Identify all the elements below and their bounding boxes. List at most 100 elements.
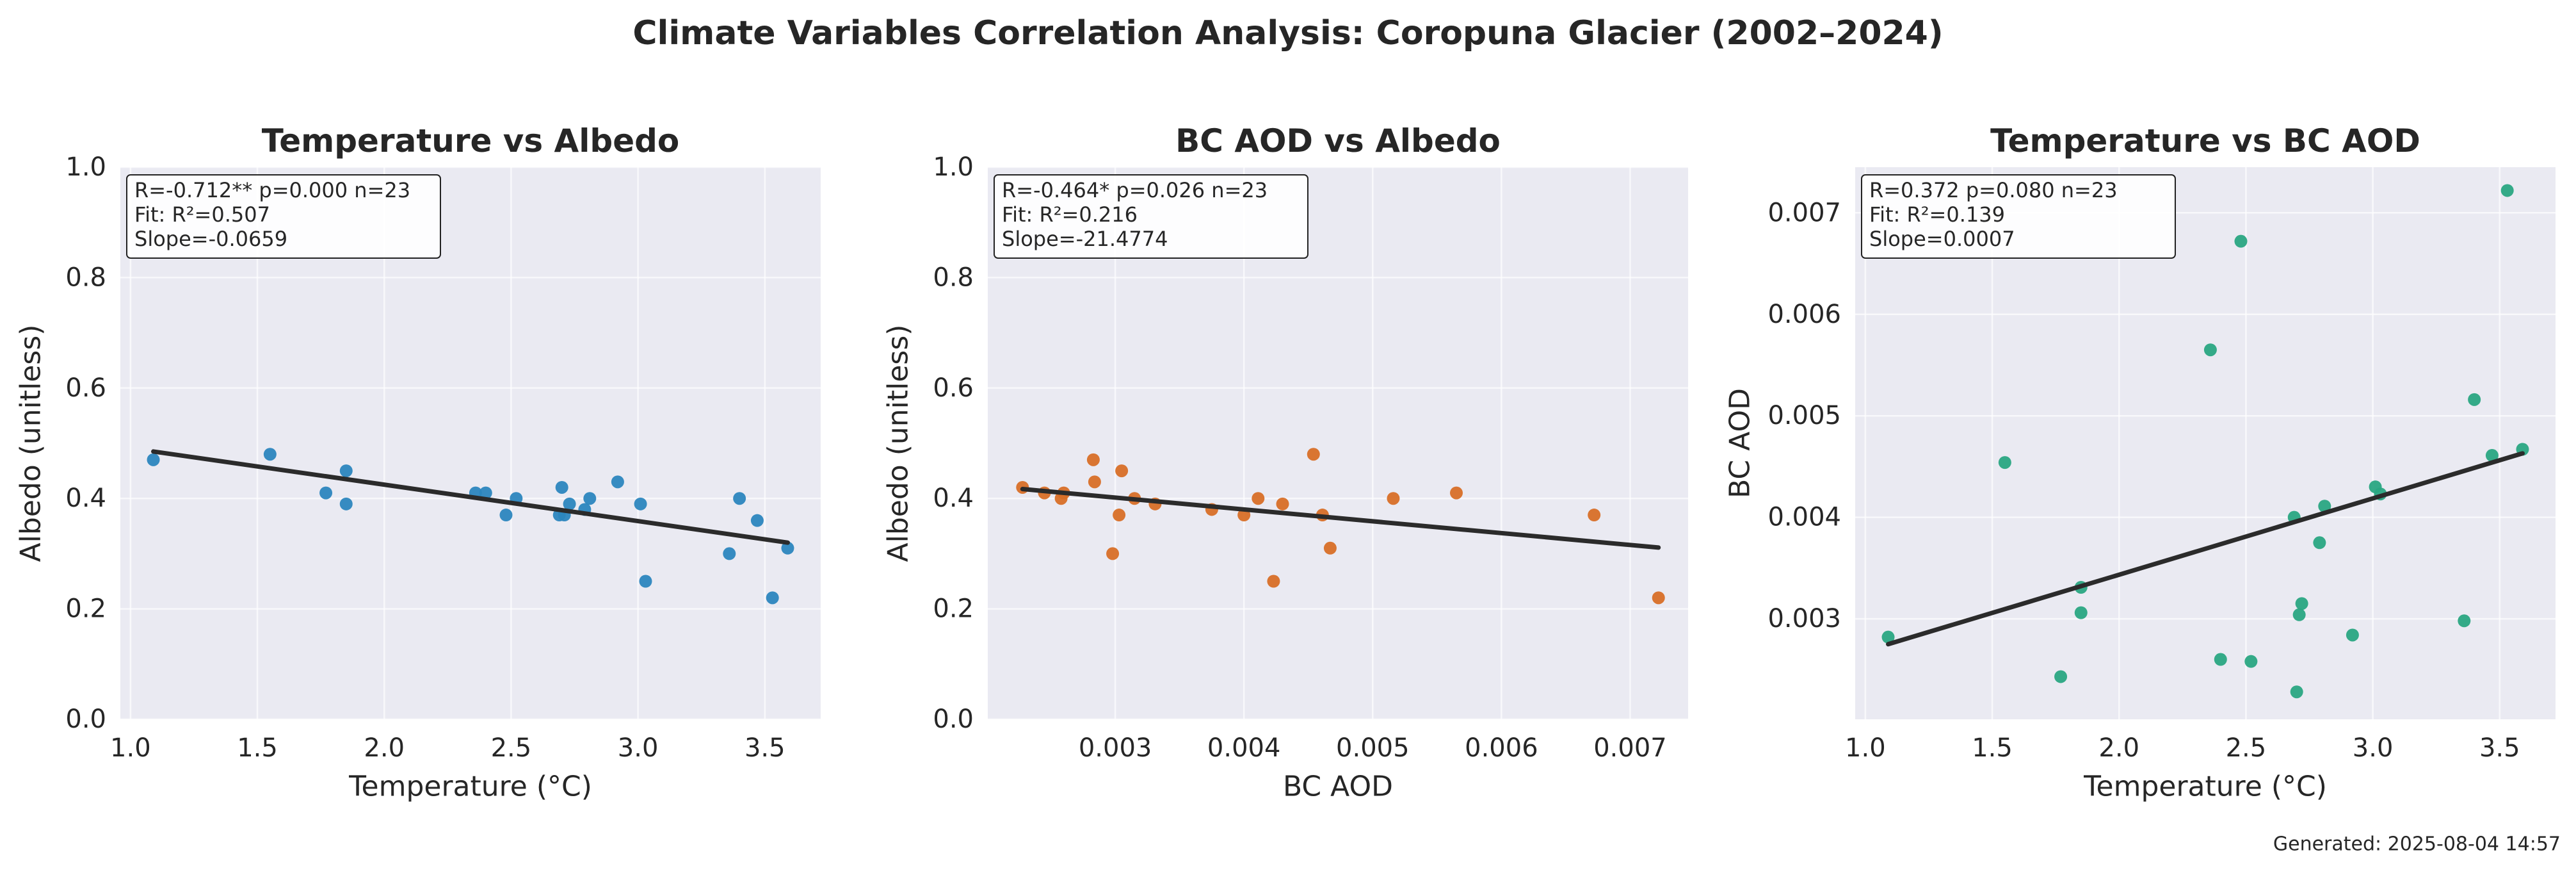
y-tick-label: 1.0 <box>65 152 106 182</box>
panel-bc-aod-vs-albedo: 0.003 0.004 0.005 0.006 0.007 0.0 0.2 0.4 0.6 0.8… <box>882 122 1688 803</box>
x-tick-label: 3.0 <box>618 733 659 763</box>
x-axis-label: BC AOD <box>1283 771 1393 803</box>
panel-temperature-vs-bc-aod: 1.0 1.5 2.0 2.5 3.0 3.5 0.003 0.004 0.005 0.006 0.… <box>1724 122 2556 803</box>
data-point <box>766 591 779 605</box>
x-tick-label: 3.0 <box>2353 733 2394 763</box>
data-point <box>1113 509 1126 522</box>
x-tick-label: 1.5 <box>1972 733 2013 763</box>
stats-text: Fit: R²=0.139 <box>1869 202 2005 227</box>
data-point <box>1267 575 1280 588</box>
data-point <box>2468 393 2481 406</box>
generated-timestamp: Generated: 2025-08-04 14:57 <box>2273 833 2561 856</box>
x-tick-label: 2.0 <box>2098 733 2139 763</box>
data-point <box>2074 606 2088 619</box>
y-axis-label: Albedo (unitless) <box>882 325 915 562</box>
y-axis-label: BC AOD <box>1724 388 1757 498</box>
stats-text: Slope=-0.0659 <box>134 227 287 251</box>
y-tick-label: 0.4 <box>65 484 106 513</box>
data-point <box>1115 464 1129 478</box>
data-point <box>479 486 492 500</box>
plot-area <box>988 167 1688 719</box>
x-tick-label: 2.5 <box>2226 733 2267 763</box>
data-point <box>750 514 764 527</box>
data-point <box>319 486 333 500</box>
x-tick-label: 0.007 <box>1593 733 1667 763</box>
data-point <box>2318 500 2331 513</box>
x-tick-label: 1.5 <box>237 733 278 763</box>
data-point <box>2313 536 2326 550</box>
y-axis-label: Albedo (unitless) <box>15 325 47 562</box>
data-point <box>2295 597 2308 610</box>
data-point <box>1323 541 1337 555</box>
y-tick-label: 0.006 <box>1767 300 1841 329</box>
y-tick-label: 0.003 <box>1767 604 1841 633</box>
data-point <box>2244 655 2258 668</box>
data-point <box>2214 653 2227 666</box>
stats-text: Slope=0.0007 <box>1869 227 2015 251</box>
stats-text: R=0.372 p=0.080 n=23 <box>1869 178 2118 202</box>
x-axis-label: Temperature (°C) <box>2083 771 2327 803</box>
stats-box <box>994 174 1308 259</box>
data-point <box>339 497 353 510</box>
stats-text: R=-0.712** p=0.000 n=23 <box>134 178 410 202</box>
data-point <box>2346 628 2359 642</box>
data-point <box>1307 448 1320 461</box>
data-point <box>634 497 647 510</box>
stats-box <box>1861 174 2176 259</box>
x-axis-label: Temperature (°C) <box>348 771 592 803</box>
y-tick-label: 0.005 <box>1767 401 1841 430</box>
data-point <box>1588 509 1601 522</box>
data-point <box>2458 614 2471 628</box>
data-point <box>563 497 576 510</box>
x-tick-label: 2.0 <box>364 733 405 763</box>
y-tick-label: 0.8 <box>65 263 106 292</box>
figure-title: Climate Variables Correlation Analysis: … <box>632 14 1943 53</box>
x-tick-label: 0.005 <box>1336 733 1410 763</box>
data-point <box>1387 492 1400 505</box>
data-point <box>499 509 513 522</box>
x-tick-label: 2.5 <box>491 733 532 763</box>
y-tick-label: 0.0 <box>933 705 974 734</box>
stats-text: R=-0.464* p=0.026 n=23 <box>1002 178 1268 202</box>
y-tick-label: 0.0 <box>65 705 106 734</box>
data-point <box>1998 456 2011 469</box>
panel-title: Temperature vs Albedo <box>262 122 680 159</box>
panel-temperature-vs-albedo: 1.0 1.5 2.0 2.5 3.0 3.5 0.0 0.2 0.4 0.6 0.8 1.0 Temp… <box>15 122 821 803</box>
data-point <box>1881 630 1895 644</box>
stats-text: Fit: R²=0.507 <box>134 202 270 227</box>
x-tick-label: 1.0 <box>1845 733 1886 763</box>
y-tick-label: 0.6 <box>933 373 974 403</box>
data-point <box>263 448 277 461</box>
x-tick-label: 0.004 <box>1207 733 1281 763</box>
x-tick-label: 0.003 <box>1079 733 1152 763</box>
data-point <box>1106 547 1120 560</box>
data-point <box>583 492 597 505</box>
data-point <box>2292 608 2306 621</box>
y-tick-label: 0.004 <box>1767 503 1841 532</box>
stats-box <box>126 174 441 259</box>
data-point <box>2054 670 2068 683</box>
data-point <box>1450 486 1463 500</box>
data-point <box>611 475 624 489</box>
data-point <box>723 547 736 560</box>
data-point <box>2500 184 2514 197</box>
plot-area <box>1855 167 2556 719</box>
y-tick-label: 0.8 <box>933 263 974 292</box>
y-tick-label: 0.2 <box>933 594 974 624</box>
data-point <box>2234 234 2248 248</box>
regression-line <box>151 449 790 545</box>
data-point <box>1652 591 1665 605</box>
plot-area <box>120 167 821 719</box>
regression-line <box>1020 487 1661 550</box>
data-point <box>1088 475 1101 489</box>
y-tick-label: 1.0 <box>933 152 974 182</box>
x-tick-label: 0.006 <box>1465 733 1538 763</box>
panel-title: Temperature vs BC AOD <box>1990 122 2420 159</box>
data-point <box>639 575 652 588</box>
stats-text: Fit: R²=0.216 <box>1002 202 1138 227</box>
y-tick-label: 0.007 <box>1767 198 1841 227</box>
data-point <box>2485 449 2499 462</box>
y-tick-label: 0.2 <box>65 594 106 624</box>
data-point <box>555 480 568 494</box>
